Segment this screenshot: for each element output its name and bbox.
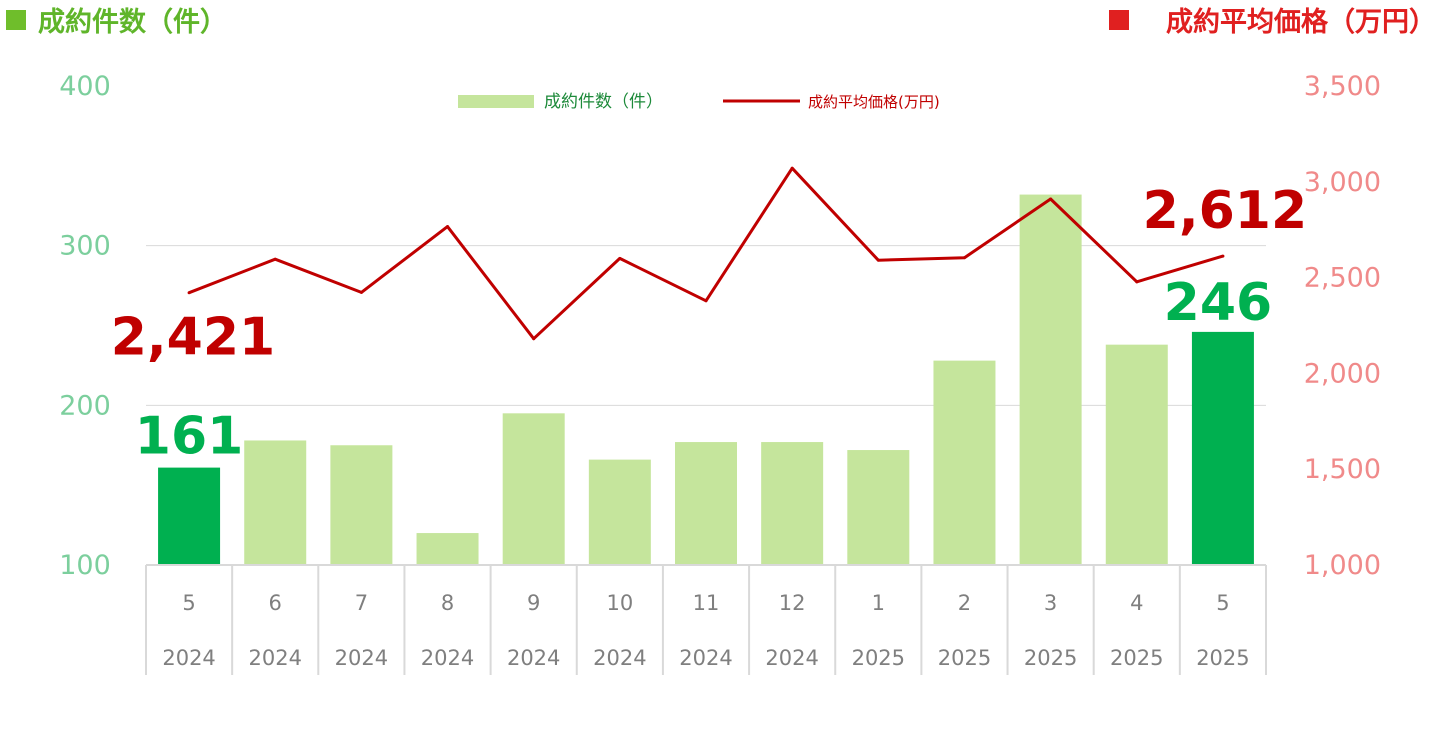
category-month-label: 4 [1130, 591, 1143, 615]
right-header-square-icon [1109, 10, 1129, 30]
category-month-label: 2 [958, 591, 971, 615]
category-month-label: 7 [355, 591, 368, 615]
line-point [359, 290, 363, 294]
line-point [446, 225, 450, 229]
legend-bar-swatch [458, 95, 534, 108]
category-month-label: 12 [779, 591, 806, 615]
line-point [532, 337, 536, 341]
category-year-label: 2025 [938, 646, 991, 670]
price-data-label: 2,612 [1143, 181, 1307, 241]
bar [330, 445, 393, 565]
right-tick-label: 1,000 [1304, 550, 1381, 581]
right-tick-label: 2,000 [1304, 358, 1381, 389]
left-tick-label: 200 [59, 390, 111, 421]
line-point [876, 258, 880, 262]
left-axis-title: 成約件数（件） [38, 6, 227, 38]
bar [761, 442, 824, 565]
line-series [187, 166, 1225, 341]
grid [146, 245, 1266, 406]
category-month-label: 6 [269, 591, 282, 615]
line-point [1049, 197, 1053, 201]
category-month-label: 11 [693, 591, 720, 615]
category-year-label: 2024 [679, 646, 732, 670]
price-data-label: 2,421 [111, 308, 275, 368]
right-axis-title: 成約平均価格（万円） [1166, 6, 1436, 38]
category-year-label: 2025 [1024, 646, 1077, 670]
bar-series [158, 194, 1254, 565]
line-point [790, 166, 794, 170]
right-tick-label: 1,500 [1304, 454, 1381, 485]
bar [416, 533, 479, 565]
count-data-label: 161 [135, 407, 244, 467]
left-tick-label: 300 [59, 231, 111, 262]
category-year-label: 2025 [1196, 646, 1249, 670]
left-header-square-icon [6, 10, 26, 30]
count-data-label: 246 [1164, 273, 1273, 333]
right-tick-label: 3,500 [1304, 71, 1381, 102]
bar [502, 413, 565, 565]
right-tick-label: 2,500 [1304, 263, 1381, 294]
left-tick-label: 400 [59, 71, 111, 102]
legend: 成約件数（件） 成約平均価格(万円) [458, 92, 940, 112]
category-year-label: 2025 [852, 646, 905, 670]
bar [1019, 194, 1082, 565]
line-point [704, 299, 708, 303]
category-year-label: 2024 [335, 646, 388, 670]
line-point [187, 291, 191, 295]
category-month-label: 8 [441, 591, 454, 615]
category-year-label: 2024 [593, 646, 646, 670]
category-month-label: 10 [606, 591, 633, 615]
category-year-label: 2025 [1110, 646, 1163, 670]
category-year-label: 2024 [765, 646, 818, 670]
category-year-label: 2024 [421, 646, 474, 670]
left-tick-label: 100 [59, 550, 111, 581]
category-month-label: 9 [527, 591, 540, 615]
bar [1191, 331, 1254, 565]
line-point [273, 257, 277, 261]
category-year-label: 2024 [249, 646, 302, 670]
bar [158, 467, 221, 565]
line-point [962, 256, 966, 260]
line-point [1135, 280, 1139, 284]
bar [1105, 344, 1168, 565]
bar [244, 440, 307, 565]
bar [675, 442, 737, 565]
line-point [1221, 254, 1225, 258]
bar [933, 360, 996, 565]
right-tick-label: 3,000 [1304, 167, 1381, 198]
data-labels: 2,421 161 2,612 246 [111, 181, 1307, 466]
category-month-label: 5 [182, 591, 195, 615]
axes: 100 200 300 400 1,000 1,500 2,000 2,500 3,000 3,5… [59, 71, 1381, 675]
category-year-label: 2024 [507, 646, 560, 670]
legend-bar-label: 成約件数（件） [544, 92, 663, 112]
category-month-label: 1 [872, 591, 885, 615]
line-point [618, 256, 622, 260]
category-month-label: 5 [1216, 591, 1229, 615]
category-month-label: 3 [1044, 591, 1057, 615]
bar [588, 459, 651, 565]
category-year-label: 2024 [162, 646, 215, 670]
bar [847, 450, 910, 565]
legend-line-label: 成約平均価格(万円) [808, 93, 940, 111]
